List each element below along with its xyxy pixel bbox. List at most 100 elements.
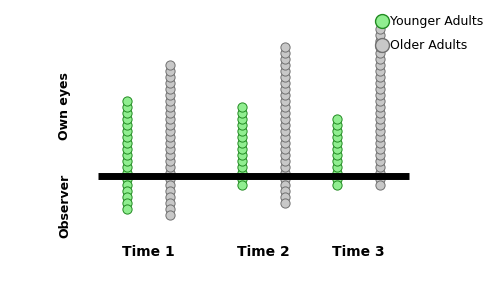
Point	[280, 80, 288, 85]
Point	[333, 141, 341, 145]
Point	[280, 152, 288, 157]
Point	[123, 183, 131, 188]
Point	[166, 189, 174, 194]
Point	[376, 116, 384, 121]
Legend: Younger Adults, Older Adults: Younger Adults, Older Adults	[380, 15, 484, 52]
Point	[333, 152, 341, 157]
Point	[280, 92, 288, 97]
Point	[376, 62, 384, 67]
Point	[166, 122, 174, 127]
Point	[333, 183, 341, 188]
Point	[376, 80, 384, 85]
Point	[280, 62, 288, 67]
Point	[123, 110, 131, 115]
Point	[280, 158, 288, 163]
Point	[238, 177, 246, 182]
Point	[280, 141, 288, 145]
Point	[376, 183, 384, 188]
Point	[376, 69, 384, 73]
Point	[376, 74, 384, 79]
Point	[376, 26, 384, 31]
Point	[376, 86, 384, 91]
Point	[376, 44, 384, 49]
Point	[166, 183, 174, 188]
Point	[280, 134, 288, 139]
Point	[280, 86, 288, 91]
Point	[238, 164, 246, 169]
Point	[166, 207, 174, 212]
Point	[166, 92, 174, 97]
Point	[280, 69, 288, 73]
Point	[280, 105, 288, 109]
Point	[238, 110, 246, 115]
Point	[123, 105, 131, 109]
Point	[333, 158, 341, 163]
Point	[123, 122, 131, 127]
Point	[376, 134, 384, 139]
Point	[123, 141, 131, 145]
Point	[123, 201, 131, 206]
Point	[123, 158, 131, 163]
Point	[123, 195, 131, 200]
Point	[123, 189, 131, 194]
Point	[280, 164, 288, 169]
Point	[166, 195, 174, 200]
Text: Observer: Observer	[58, 174, 71, 238]
Point	[333, 177, 341, 182]
Point	[166, 98, 174, 103]
Point	[280, 201, 288, 206]
Text: Time 1: Time 1	[122, 245, 175, 259]
Point	[376, 92, 384, 97]
Point	[376, 32, 384, 37]
Point	[280, 110, 288, 115]
Point	[280, 74, 288, 79]
Point	[333, 147, 341, 151]
Point	[376, 105, 384, 109]
Point	[166, 74, 174, 79]
Point	[166, 170, 174, 175]
Point	[238, 152, 246, 157]
Point	[123, 152, 131, 157]
Point	[166, 164, 174, 169]
Point	[280, 128, 288, 133]
Text: Own eyes: Own eyes	[58, 72, 71, 140]
Point	[238, 158, 246, 163]
Point	[238, 134, 246, 139]
Point	[238, 116, 246, 121]
Point	[376, 141, 384, 145]
Point	[123, 128, 131, 133]
Point	[166, 177, 174, 182]
Point	[123, 134, 131, 139]
Point	[280, 147, 288, 151]
Text: Time 2: Time 2	[236, 245, 290, 259]
Point	[376, 122, 384, 127]
Point	[166, 152, 174, 157]
Point	[166, 69, 174, 73]
Point	[123, 170, 131, 175]
Point	[123, 116, 131, 121]
Point	[280, 189, 288, 194]
Point	[333, 170, 341, 175]
Point	[376, 164, 384, 169]
Point	[280, 183, 288, 188]
Point	[280, 98, 288, 103]
Point	[166, 201, 174, 206]
Point	[280, 122, 288, 127]
Point	[376, 38, 384, 43]
Point	[166, 128, 174, 133]
Point	[280, 177, 288, 182]
Point	[123, 207, 131, 212]
Point	[333, 116, 341, 121]
Point	[166, 110, 174, 115]
Point	[238, 128, 246, 133]
Point	[376, 147, 384, 151]
Point	[333, 164, 341, 169]
Point	[333, 134, 341, 139]
Point	[166, 141, 174, 145]
Point	[333, 122, 341, 127]
Point	[280, 170, 288, 175]
Point	[280, 56, 288, 61]
Point	[376, 177, 384, 182]
Point	[376, 110, 384, 115]
Point	[166, 147, 174, 151]
